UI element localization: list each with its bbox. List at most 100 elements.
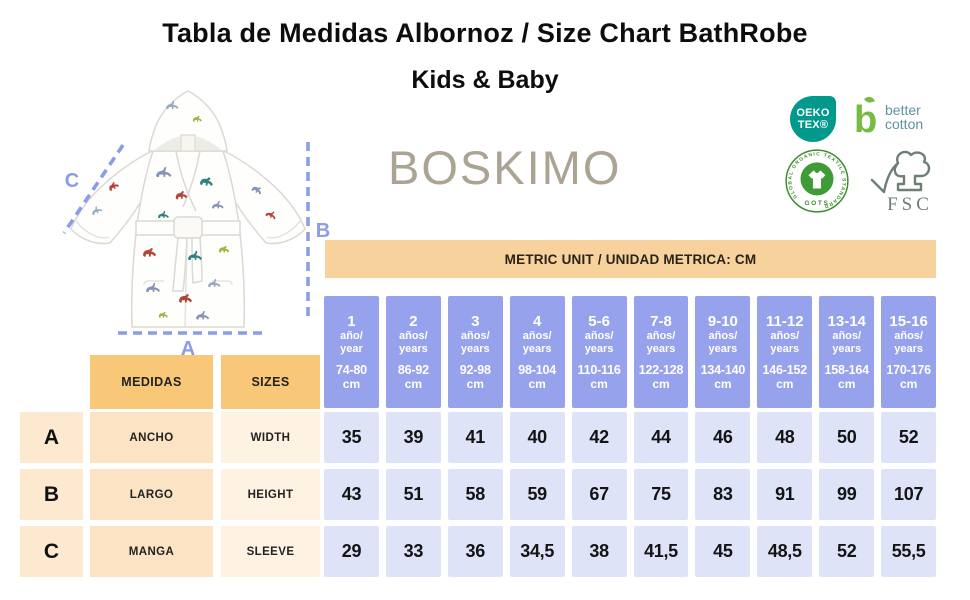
value-cell: 35 [324, 412, 379, 463]
value-cell: 83 [695, 469, 751, 520]
size-column-age: años/ [584, 330, 614, 342]
size-column-age: years [398, 343, 428, 355]
size-column-unit: cm [899, 377, 918, 391]
row-label-es: ANCHO [90, 412, 213, 463]
value-cell: 107 [881, 469, 937, 520]
size-column-size: 11-12 [766, 313, 804, 330]
size-column-age: años/ [832, 330, 862, 342]
value-cell: 51 [385, 469, 441, 520]
size-column-size: 9-10 [707, 313, 738, 330]
size-column-age: años/ [460, 330, 490, 342]
value-cell: 99 [819, 469, 875, 520]
svg-text:b: b [854, 99, 877, 138]
size-column-unit: cm [590, 377, 608, 391]
value-cell: 59 [509, 469, 565, 520]
row-letter: A [20, 412, 83, 463]
fsc-icon: FSC [870, 150, 933, 215]
value-cell: 58 [447, 469, 503, 520]
dimension-line-c [62, 143, 125, 235]
value-cell: 91 [757, 469, 813, 520]
oeko-tex-label: OEKO [796, 107, 830, 119]
size-column-size: 13-14 [827, 313, 866, 330]
value-cell: 67 [571, 469, 627, 520]
value-cell: 75 [633, 469, 689, 520]
size-column-age: year [340, 343, 363, 355]
size-column-age: years [584, 343, 614, 355]
row-letter: B [20, 469, 83, 520]
value-cell: 44 [633, 412, 689, 463]
value-cell: 33 [385, 526, 441, 577]
brand-logo: BOSKIMO [388, 141, 622, 194]
better-cotton-logo: b better cotton [854, 96, 923, 138]
robe-drawing [70, 90, 306, 328]
value-cell: 43 [324, 469, 379, 520]
size-column-age: years [832, 343, 862, 355]
row-label-en: HEIGHT [221, 469, 320, 520]
size-column-size: 3 [471, 313, 480, 330]
size-column-range: 158-164 [824, 363, 869, 377]
size-column-age: years [708, 343, 738, 355]
size-column-header: 5-6 años/years 110-116 cm [571, 296, 627, 408]
size-column-age: años/ [398, 330, 428, 342]
size-column-unit: cm [652, 377, 670, 391]
row-label-en: SLEEVE [221, 526, 320, 577]
value-cell: 40 [509, 412, 565, 463]
size-header-row: 1 año/year 74-80 cm 2 años/years 86-92 cm 3 años/… [324, 296, 937, 408]
measures-header-es: MEDIDAS [90, 355, 213, 409]
size-column-size: 4 [533, 313, 542, 330]
value-cell: 39 [385, 412, 441, 463]
certification-logos: OEKO TEX® b better cotton GLOBAL ORGANIC… [782, 94, 958, 218]
dimension-label-c: C [65, 170, 79, 192]
size-column-unit: cm [466, 377, 484, 391]
size-column-unit: cm [776, 377, 794, 391]
gots-icon: GLOBAL ORGANIC TEXTILE STANDARD GOTS [785, 149, 849, 213]
dimension-label-b: B [316, 220, 330, 242]
svg-text:FSC: FSC [887, 194, 933, 215]
size-column-range: 92-98 [459, 363, 491, 377]
row-label-es: MANGA [90, 526, 213, 577]
value-cell: 41 [447, 412, 503, 463]
value-cell: 46 [695, 412, 751, 463]
value-cell: 41,5 [633, 526, 689, 577]
size-column-age: years [522, 343, 552, 355]
size-column-size: 15-16 [889, 313, 928, 330]
page-title: Tabla de Medidas Albornoz / Size Chart B… [162, 18, 808, 48]
value-cell: 45 [695, 526, 751, 577]
size-column-unit: cm [528, 377, 546, 391]
size-column-range: 110-116 [577, 363, 621, 377]
size-column-range: 86-92 [397, 363, 429, 377]
size-column-unit: cm [404, 377, 423, 391]
size-column-range: 134-140 [700, 363, 746, 377]
fsc-logo: FSC [858, 146, 946, 216]
value-cell: 48,5 [757, 526, 813, 577]
better-cotton-label: better cotton [885, 102, 924, 132]
value-cell: 29 [324, 526, 379, 577]
robe-body [130, 150, 246, 328]
size-column-header: 11-12 años/years 146-152 cm [757, 296, 813, 408]
value-cell: 36 [447, 526, 503, 577]
size-column-age: years [770, 343, 800, 355]
value-cell: 38 [571, 526, 627, 577]
size-column-unit: cm [714, 377, 732, 391]
measures-header-en: SIZES [221, 355, 320, 409]
size-column-age: años/ [894, 330, 923, 342]
size-column-range: 74-80 [335, 363, 367, 377]
size-column-age: years [646, 343, 676, 355]
size-column-age: años/ [770, 330, 800, 342]
size-column-unit: cm [838, 377, 856, 391]
row-values: 35 39 41 40 42 44 46 48 50 52 [324, 412, 937, 463]
robe-belt [135, 216, 241, 292]
measure-row-a: A ANCHO WIDTH 35 39 41 40 42 44 46 48 50 52 [0, 412, 970, 463]
dimension-label-a: A [181, 338, 195, 360]
size-column-age: años/ [708, 330, 738, 342]
size-column-header: 3 años/years 92-98 cm [447, 296, 503, 408]
size-column-age: años/ [646, 330, 676, 342]
size-column-age: years [460, 343, 490, 355]
value-cell: 52 [819, 526, 875, 577]
size-column-header: 2 años/years 86-92 cm [385, 296, 441, 408]
size-column-range: 146-152 [762, 363, 808, 377]
row-label-en: WIDTH [221, 412, 320, 463]
better-cotton-icon: b [854, 96, 877, 138]
bathrobe-illustration: C B A [62, 90, 330, 360]
